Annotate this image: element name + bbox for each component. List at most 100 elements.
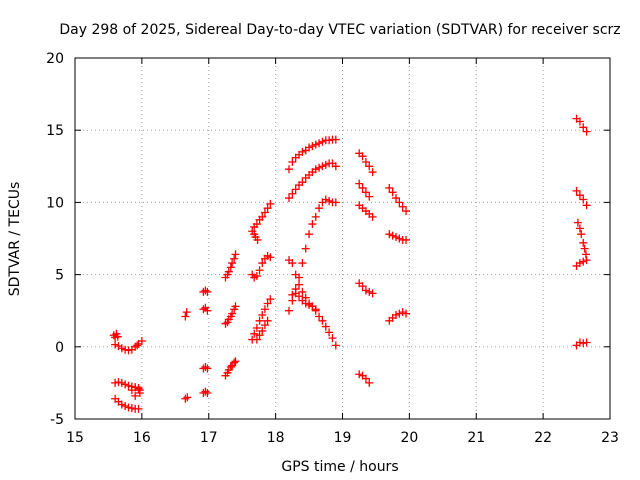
data-point-marker <box>182 308 191 317</box>
data-point-marker <box>579 123 588 132</box>
data-point-marker <box>111 340 120 349</box>
data-point-marker <box>258 212 267 221</box>
data-point-marker <box>111 378 120 387</box>
data-point-marker <box>318 162 327 171</box>
data-point-marker <box>575 259 584 268</box>
series-arc-h3 <box>573 218 590 259</box>
data-point-marker <box>398 202 407 211</box>
series-arc-c2 <box>221 302 240 328</box>
data-point-marker <box>365 162 374 171</box>
data-point-marker <box>402 207 411 216</box>
data-point-marker <box>392 233 400 242</box>
data-point-marker <box>117 378 126 387</box>
data-point-marker <box>288 189 297 198</box>
data-point-marker <box>134 404 143 413</box>
data-point-marker <box>114 378 123 387</box>
data-point-marker <box>315 312 324 321</box>
data-point-marker <box>582 127 591 136</box>
data-point-marker <box>395 198 404 207</box>
data-point-marker <box>392 311 400 320</box>
data-point-marker <box>395 309 404 318</box>
data-point-marker <box>308 142 317 151</box>
x-tick-label: 20 <box>400 430 418 446</box>
data-point-marker <box>266 253 275 262</box>
x-tick-label: 18 <box>267 430 285 446</box>
data-point-marker <box>298 147 307 156</box>
x-tick-label: 19 <box>334 430 352 446</box>
data-point-marker <box>402 309 411 318</box>
data-point-marker <box>127 404 136 413</box>
data-point-marker <box>579 257 588 266</box>
data-point-marker <box>295 292 304 301</box>
series-arc-g1 <box>385 183 411 216</box>
series-arc-f2 <box>355 179 374 201</box>
data-point-marker <box>291 185 300 194</box>
data-point-marker <box>258 311 267 320</box>
y-tick-label: -5 <box>50 412 64 428</box>
data-point-marker <box>231 250 240 259</box>
series-arc-d4 <box>252 316 272 344</box>
data-point-marker <box>575 224 584 233</box>
data-point-marker <box>203 306 212 315</box>
data-point-marker <box>355 370 364 379</box>
data-point-marker <box>575 117 584 126</box>
data-point-marker <box>388 231 397 240</box>
y-tick-label: 20 <box>46 51 64 67</box>
data-point-marker <box>288 259 297 268</box>
data-point-marker <box>288 157 297 166</box>
data-point-marker <box>113 332 122 341</box>
data-point-marker <box>201 387 210 396</box>
data-point-marker <box>266 199 275 208</box>
axis-ticks: 15 16 17 18 19 20 21 22 23 -5 0 5 10 15 20 <box>46 51 619 446</box>
data-point-marker <box>311 165 320 174</box>
x-tick-label: 15 <box>66 430 84 446</box>
data-point-marker <box>575 338 584 347</box>
data-point-marker <box>298 287 307 296</box>
data-point-marker <box>260 321 269 330</box>
x-tick-label: 17 <box>200 430 218 446</box>
series-arc-e2 <box>285 159 340 203</box>
data-point-marker <box>358 183 367 192</box>
data-point-marker <box>388 188 397 197</box>
data-point-marker <box>572 186 581 195</box>
series-arc-d2 <box>248 251 275 282</box>
y-tick-label: 0 <box>55 340 64 356</box>
data-point-marker <box>579 238 588 247</box>
data-point-marker <box>325 136 334 145</box>
data-point-marker <box>301 244 310 253</box>
data-point-marker <box>577 230 586 239</box>
data-point-marker <box>124 381 133 390</box>
grid <box>75 58 610 419</box>
data-point-marker <box>581 250 590 259</box>
data-point-marker <box>133 341 142 350</box>
data-point-marker <box>385 183 394 192</box>
data-point-marker <box>266 295 275 304</box>
series-arc-b5 <box>199 363 212 373</box>
data-point-marker <box>252 335 261 344</box>
data-point-marker <box>134 384 143 393</box>
data-point-marker <box>285 165 293 174</box>
data-point-marker <box>231 357 240 366</box>
series-arc-c3 <box>221 357 240 380</box>
data-point-marker <box>355 179 364 188</box>
data-point-marker <box>295 273 304 282</box>
data-point-marker <box>358 152 367 161</box>
series-arc-a5 <box>127 383 144 400</box>
chart-title: Day 298 of 2025, Sidereal Day-to-day VTE… <box>59 22 620 38</box>
data-point-marker <box>181 312 190 321</box>
data-point-marker <box>298 178 307 187</box>
data-point-marker <box>365 378 374 387</box>
series-arc-h2 <box>572 186 591 210</box>
data-point-marker <box>579 339 588 348</box>
data-point-marker <box>263 204 272 213</box>
data-point-marker <box>117 344 126 353</box>
data-point-marker <box>252 220 261 229</box>
data-point-marker <box>224 267 233 276</box>
data-point-marker <box>311 212 320 221</box>
data-point-marker <box>230 254 239 263</box>
data-point-marker <box>331 135 340 144</box>
data-point-marker <box>361 157 370 166</box>
data-point-marker <box>226 263 235 272</box>
data-point-marker <box>580 244 589 253</box>
y-tick-label: 10 <box>46 195 64 211</box>
